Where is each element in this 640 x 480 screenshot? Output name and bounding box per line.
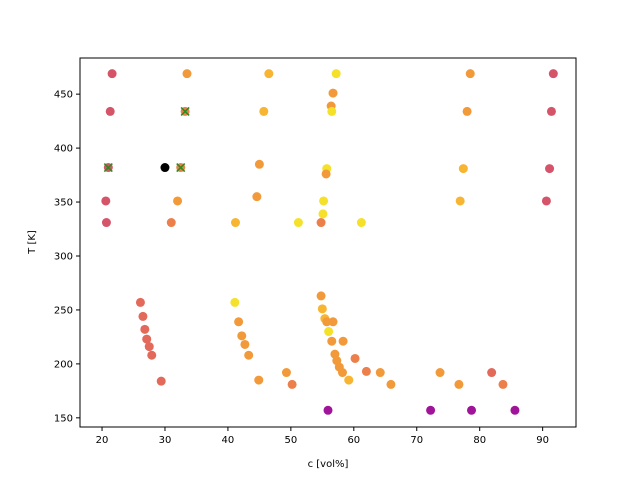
data-point (140, 324, 150, 334)
x-tick-label: 90 (536, 435, 549, 446)
data-point (254, 375, 264, 385)
data-point (105, 106, 115, 116)
data-point (317, 304, 327, 314)
data-point (173, 196, 183, 206)
data-point (107, 69, 117, 79)
data-point (454, 379, 464, 389)
data-point (321, 169, 331, 179)
data-point (548, 69, 558, 79)
data-point (254, 159, 264, 169)
y-tick-label: 400 (54, 144, 73, 155)
plot-area (79, 57, 577, 428)
x-tick-label: 70 (410, 435, 423, 446)
data-point (455, 196, 465, 206)
x-tick-label: 80 (473, 435, 486, 446)
cross-marker (176, 162, 186, 173)
data-point (344, 375, 354, 385)
data-point (252, 192, 262, 202)
cross-marker (103, 162, 113, 173)
data-point (101, 196, 111, 206)
cross-marker (180, 106, 190, 116)
data-points (101, 69, 558, 415)
data-point (244, 350, 254, 360)
data-point (316, 218, 326, 228)
y-tick-label: 250 (54, 305, 73, 316)
data-point (487, 368, 497, 378)
data-point (101, 218, 111, 228)
y-tick-label: 150 (54, 413, 73, 424)
data-point (328, 88, 338, 98)
data-point (319, 196, 329, 206)
data-point (144, 342, 154, 352)
y-tick-label: 300 (54, 251, 73, 262)
x-tick-label: 20 (96, 435, 109, 446)
x-tick-label: 50 (284, 435, 297, 446)
y-axis-label: T [K] (27, 230, 38, 255)
data-point (156, 376, 166, 386)
y-tick-label: 450 (54, 90, 73, 101)
data-point (264, 69, 274, 79)
x-axis-label: c [vol%] (308, 459, 349, 470)
data-point (230, 297, 240, 307)
data-point (322, 317, 332, 327)
data-point (426, 405, 436, 415)
data-point (316, 291, 326, 301)
x-tick-label: 30 (159, 435, 172, 446)
data-point (327, 336, 337, 346)
data-point (541, 196, 551, 206)
data-point (142, 334, 152, 344)
data-point (182, 69, 192, 79)
y-tick-label: 200 (54, 359, 73, 370)
data-point (281, 368, 291, 378)
data-point (350, 353, 360, 363)
data-point (467, 405, 477, 415)
data-point (356, 218, 366, 228)
data-point (510, 405, 520, 415)
data-point (386, 379, 396, 389)
data-point (462, 106, 472, 116)
data-point (375, 368, 385, 378)
data-point (328, 317, 338, 327)
data-point (338, 336, 348, 346)
axis-ticks: 20 30 40 50 60 70 80 90 150 200 250 300 350 400 450 (54, 90, 549, 446)
x-tick-label: 40 (222, 435, 235, 446)
data-point (327, 106, 337, 116)
data-point (138, 311, 148, 321)
data-point (234, 317, 244, 327)
data-point (331, 69, 341, 79)
data-point (498, 379, 508, 389)
x-tick-label: 60 (347, 435, 360, 446)
data-point (135, 297, 145, 307)
data-point (324, 327, 334, 337)
data-point (545, 164, 555, 174)
data-point (287, 379, 297, 389)
data-point (237, 331, 247, 341)
data-point (458, 164, 468, 174)
data-point (230, 218, 240, 228)
data-point (240, 339, 250, 349)
data-point (435, 368, 445, 378)
data-point (361, 366, 371, 376)
data-point (465, 69, 475, 79)
data-point (259, 106, 269, 116)
data-point (160, 163, 170, 173)
data-point (337, 368, 347, 378)
data-point (546, 106, 556, 116)
y-tick-label: 350 (54, 198, 73, 209)
data-point (147, 350, 157, 360)
data-point (318, 209, 328, 219)
data-point (293, 218, 303, 228)
data-point (166, 218, 176, 228)
data-point (323, 405, 333, 415)
